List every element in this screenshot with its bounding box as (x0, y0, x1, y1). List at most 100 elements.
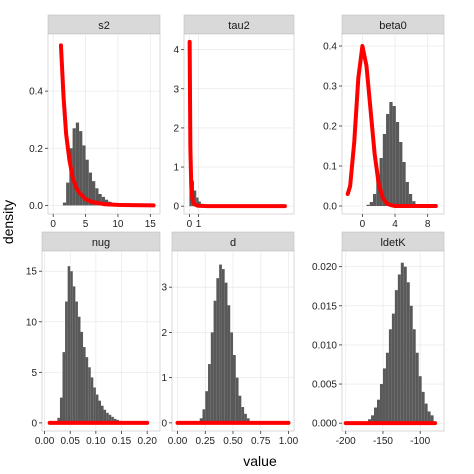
histogram-bar (382, 368, 386, 424)
x-tick-label: 4 (392, 219, 398, 230)
histogram-bar (103, 409, 107, 423)
histogram-bar (219, 264, 222, 423)
y-tick-label: 0.020 (312, 262, 337, 273)
histogram-bar (101, 405, 104, 423)
histogram-bar (62, 202, 67, 206)
x-tick-label: -150 (373, 436, 393, 447)
y-tick-label: 3 (161, 283, 167, 294)
y-tick-label: 0.1 (323, 162, 337, 173)
histogram-bar (113, 418, 117, 423)
y-tick-label: 0.4 (323, 42, 337, 53)
panel-d: d 0.00 0.25 0.50 0.75 1.00 0 1 2 3 (161, 231, 299, 447)
y-axis-title: density (0, 200, 16, 244)
y-tick-label: 5 (31, 368, 37, 379)
histogram-bar (82, 145, 86, 206)
y-tick-label: 0.010 (312, 340, 337, 351)
histogram-bar (92, 181, 96, 206)
strip-label: s2 (98, 20, 110, 32)
panel-nug: nug 0.00 0.05 0.10 0.15 0.20 0 5 10 15 (26, 231, 161, 447)
y-tick-label: 0.3 (323, 82, 337, 93)
histogram-bar (244, 413, 247, 423)
histogram-bar (77, 316, 81, 423)
histogram-bar (392, 106, 396, 206)
histogram-bar (369, 202, 374, 206)
histogram-bar (376, 178, 380, 206)
histogram-bar (106, 412, 109, 423)
x-tick-label: 8 (425, 219, 431, 230)
histogram-bar (427, 411, 431, 424)
histogram-bar (371, 415, 375, 424)
histogram-bar (90, 377, 94, 423)
x-tick-label: 10 (112, 219, 124, 230)
histogram-bar (227, 305, 231, 423)
histogram-bar (202, 409, 206, 423)
histogram-bar (366, 204, 370, 206)
histogram-bar (95, 394, 99, 423)
y-tick-label: 0.015 (312, 301, 337, 312)
histogram-bar (85, 357, 89, 423)
x-tick-label: 0.20 (137, 436, 157, 447)
histogram-bar (394, 290, 398, 424)
panel-beta0: beta0 0 4 8 0.0 0.1 0.2 0.3 0.4 (323, 14, 445, 230)
histogram-bar (430, 415, 434, 424)
x-tick-label: -200 (336, 436, 356, 447)
histogram-bar (402, 162, 406, 206)
histogram-bar (198, 201, 201, 207)
histogram-bar (373, 194, 377, 206)
histogram-bar (235, 377, 239, 423)
prior-density-line (345, 44, 438, 208)
histogram-bar (88, 367, 91, 423)
x-tick-label: -100 (410, 436, 430, 447)
histogram-bar (421, 391, 425, 424)
y-tick-label: 0 (31, 418, 37, 429)
histogram-bar (108, 414, 112, 423)
histogram-bar (241, 407, 245, 423)
histogram-bar (210, 332, 214, 423)
y-tick-label: 1 (173, 163, 179, 174)
histogram-bar (98, 400, 101, 423)
histogram-bar (88, 172, 93, 206)
y-tick-label: 2 (161, 328, 167, 339)
histogram-bar (216, 278, 220, 423)
histogram-bar (75, 301, 78, 423)
x-tick-label: 0.00 (168, 436, 188, 447)
histogram-bar (221, 269, 225, 423)
histogram-bar (388, 329, 392, 424)
y-tick-label: 0 (173, 202, 179, 213)
histogram-bar (246, 418, 250, 423)
histogram-bar (208, 364, 211, 423)
y-tick-label: 0.2 (29, 144, 43, 155)
histogram-bar (412, 329, 416, 424)
histogram-bar (80, 331, 84, 423)
histogram-bar (95, 188, 99, 206)
histogram-bar (415, 352, 419, 424)
x-tick-label: 0.75 (251, 436, 271, 447)
x-tick-label: 0.15 (112, 436, 132, 447)
histogram-bar (405, 182, 409, 206)
histogram-bar (424, 403, 428, 424)
x-tick-label: 0.10 (86, 436, 106, 447)
y-tick-label: 0.000 (312, 419, 337, 430)
histogram-bar (385, 352, 389, 424)
histogram-bar (406, 282, 410, 424)
histogram-bar (400, 262, 404, 424)
histogram-bar (386, 114, 390, 206)
histogram-bar (412, 201, 416, 206)
histogram-bar (205, 391, 209, 423)
panel-ldetK: ldetK -200 -150 -100 0.000 0.005 0.010 0.015 0.0… (312, 231, 445, 447)
histogram-bar (65, 301, 68, 423)
strip-label: d (230, 237, 236, 249)
panel-s2: s2 0 5 10 15 0.0 0.2 0.4 (29, 14, 161, 230)
y-tick-label: 2 (173, 123, 179, 134)
strip-label: nug (92, 237, 110, 249)
histogram-bar (391, 313, 395, 424)
histogram-bar (93, 387, 96, 423)
histogram-bar (213, 300, 217, 423)
histogram-bar (98, 194, 102, 206)
prior-density-line (58, 43, 156, 208)
x-tick-label: 0.50 (223, 436, 243, 447)
histogram-bar (194, 190, 197, 207)
